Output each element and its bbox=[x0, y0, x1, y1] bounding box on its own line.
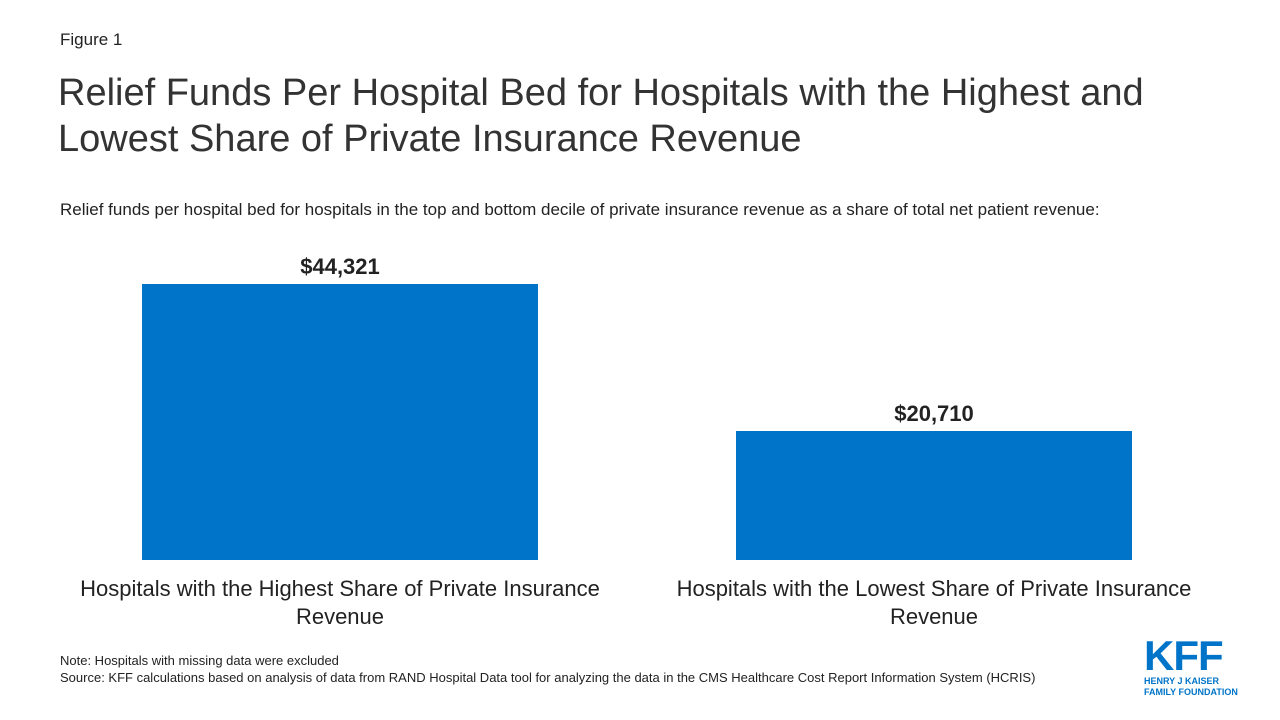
value-label: $20,710 bbox=[894, 401, 974, 427]
chart-subtitle: Relief funds per hospital bed for hospit… bbox=[60, 200, 1100, 219]
logo-line: HENRY J KAISER bbox=[1144, 676, 1220, 686]
source: Source: KFF calculations based on analys… bbox=[60, 670, 1036, 685]
chart-title: Relief Funds Per Hospital Bed for Hospit… bbox=[58, 72, 1144, 160]
note: Note: Hospitals with missing data were e… bbox=[60, 653, 339, 668]
figure-label: Figure 1 bbox=[60, 30, 123, 49]
x-tick-label: Hospitals with the Highest Share of Priv… bbox=[80, 576, 600, 629]
logo-name: KFF bbox=[1144, 632, 1224, 679]
bar bbox=[142, 284, 538, 560]
logo-line: FAMILY FOUNDATION bbox=[1144, 687, 1238, 697]
x-tick-label: Hospitals with the Lowest Share of Priva… bbox=[676, 576, 1192, 629]
logo: KFF HENRY J KAISER FAMILY FOUNDATION bbox=[1144, 632, 1244, 698]
bar bbox=[736, 431, 1132, 560]
value-label: $44,321 bbox=[300, 254, 380, 279]
